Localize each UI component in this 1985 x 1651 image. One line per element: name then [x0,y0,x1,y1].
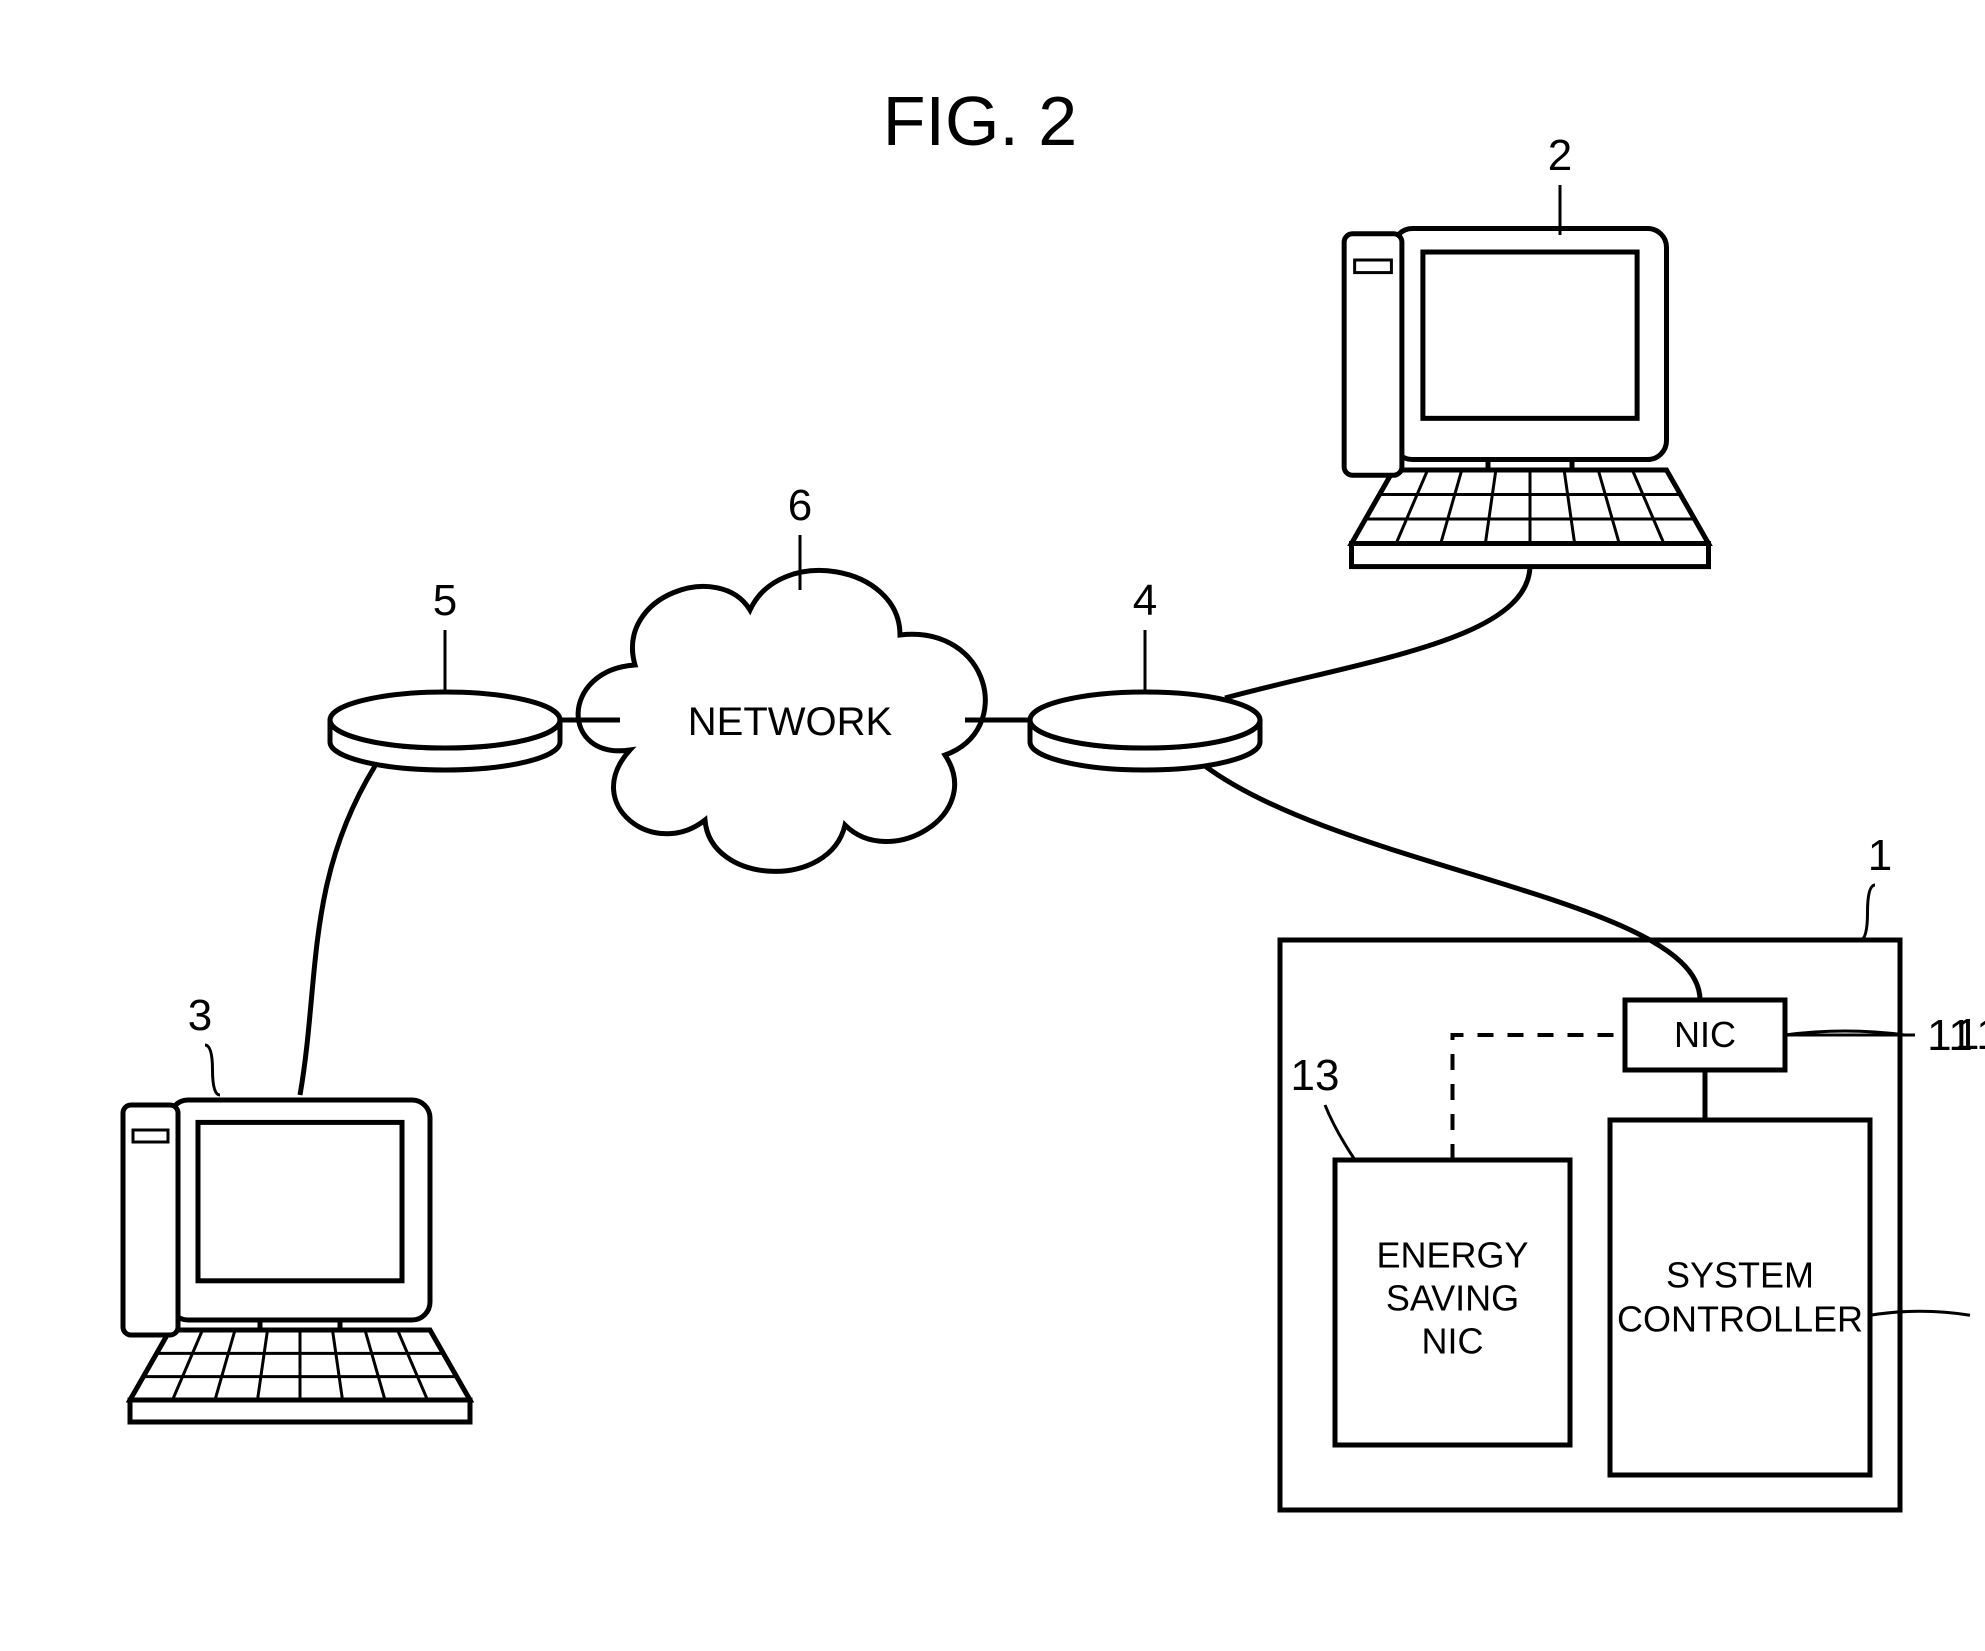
svg-text:NIC: NIC [1674,1014,1736,1055]
link-esnic-nic-dashed [1453,1035,1626,1160]
svg-text:4: 4 [1133,576,1157,625]
hub-4 [1030,692,1260,770]
svg-text:3: 3 [188,991,212,1040]
svg-text:13: 13 [1291,1051,1340,1100]
computer-3 [123,1100,470,1422]
system-controller-box [1610,1120,1870,1475]
computer-2 [1344,229,1708,567]
link-hub4-computer2 [1225,565,1530,698]
svg-text:CONTROLLER: CONTROLLER [1617,1299,1863,1340]
svg-text:SYSTEM: SYSTEM [1666,1255,1814,1296]
svg-text:NIC: NIC [1422,1321,1484,1362]
hub-5 [330,692,560,770]
svg-text:11: 11 [1927,1011,1973,1060]
svg-text:1: 1 [1868,831,1892,880]
link-hub5-computer3 [300,766,375,1095]
svg-text:SAVING: SAVING [1386,1278,1519,1319]
svg-text:ENERGY: ENERGY [1376,1235,1528,1276]
svg-text:6: 6 [788,481,812,530]
svg-text:NETWORK: NETWORK [688,700,893,744]
svg-text:2: 2 [1548,131,1572,180]
svg-text:FIG. 2: FIG. 2 [883,82,1077,160]
svg-text:5: 5 [433,576,457,625]
